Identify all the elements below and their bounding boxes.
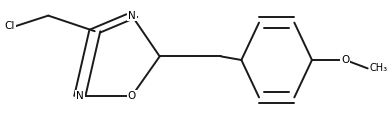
Text: O: O	[128, 91, 136, 101]
Text: CH₃: CH₃	[369, 63, 388, 73]
Text: O: O	[341, 55, 350, 65]
Text: N: N	[128, 11, 136, 21]
Text: N: N	[76, 91, 84, 101]
Text: Cl: Cl	[5, 21, 15, 31]
